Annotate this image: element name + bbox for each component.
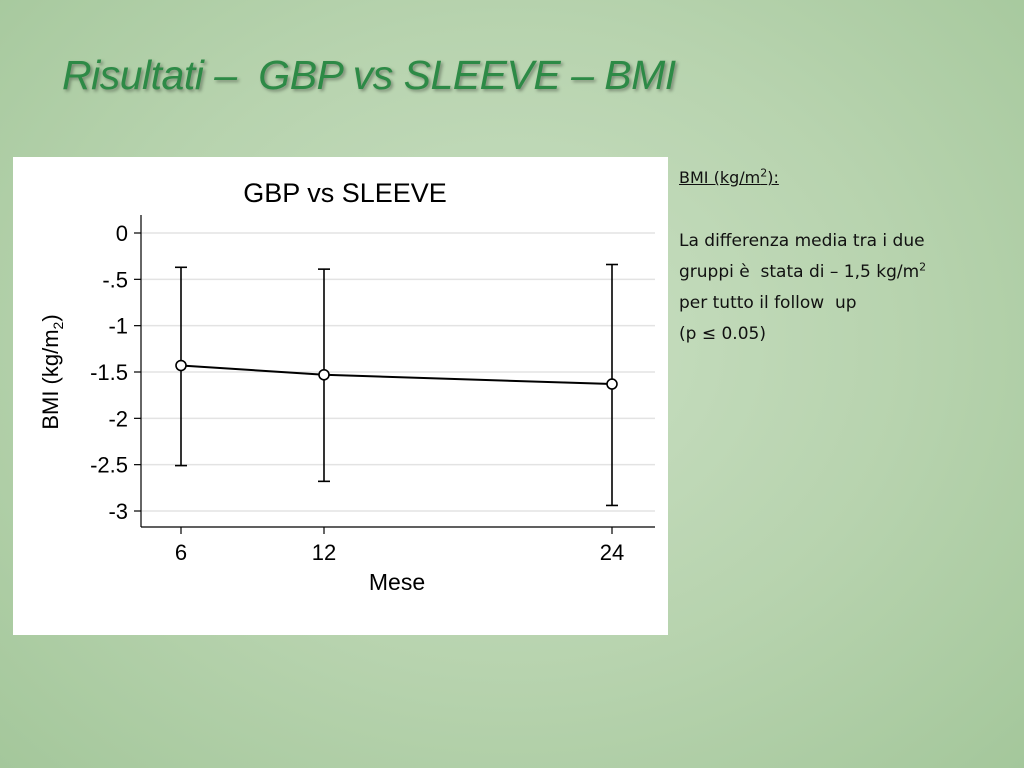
x-tick-label: 12	[312, 540, 336, 565]
series-line	[180, 364, 613, 386]
mean-line	[180, 364, 613, 386]
x-tick-label: 6	[175, 540, 187, 565]
x-ticks: 6 12 24	[175, 527, 624, 565]
y-tick-label: -2	[108, 406, 128, 431]
summary-body: La differenza media tra i due gruppi è s…	[679, 226, 1009, 350]
y-ticks: 0 -.5 -1 -1.5 -2 -2.5 -3	[90, 221, 141, 524]
y-tick-label: -3	[108, 499, 128, 524]
y-tick-label: -1	[108, 314, 128, 339]
y-axis-label-sub: 2	[50, 321, 66, 329]
y-tick-label: -.5	[102, 267, 128, 292]
axes	[140, 215, 655, 528]
y-tick-label: 0	[116, 221, 128, 246]
x-axis-label: Mese	[369, 569, 425, 595]
results-summary: BMI (kg/m2): La differenza media tra i d…	[679, 166, 1009, 350]
summary-heading-sup: 2	[760, 166, 768, 180]
slide-title: Risultati – GBP vs SLEEVE – BMI	[62, 52, 676, 98]
error-bars	[175, 263, 618, 507]
summary-heading-text: BMI (kg/m	[679, 168, 761, 187]
y-tick-label: -2.5	[90, 453, 128, 478]
data-point	[318, 368, 330, 381]
data-point	[175, 359, 187, 372]
summary-line-4: (p ≤ 0.05)	[679, 324, 766, 344]
summary-line-2-sup: 2	[919, 260, 927, 274]
grid-lines	[141, 232, 655, 512]
y-axis-label-suffix: )	[38, 314, 63, 321]
x-tick-label: 24	[600, 540, 624, 565]
data-point	[606, 378, 618, 390]
summary-heading: BMI (kg/m2):	[679, 166, 1009, 190]
summary-line-1: La differenza media tra i due	[679, 231, 925, 251]
data-points	[175, 359, 618, 390]
summary-line-2-text: gruppi è stata di – 1,5 kg/m	[679, 262, 920, 282]
chart-panel: GBP vs SLEEVE 0 -.5 -1 -1.5 -2 -2.5 -3 6 12 24 M…	[13, 157, 668, 635]
y-axis-label: BMI (kg/m2)	[38, 314, 66, 429]
y-tick-label: -1.5	[90, 360, 128, 385]
chart-title: GBP vs SLEEVE	[243, 178, 447, 208]
summary-heading-suffix: ):	[767, 168, 779, 187]
y-axis-label-text: BMI (kg/m	[38, 329, 63, 429]
summary-line-3: per tutto il follow up	[679, 293, 857, 313]
bmi-chart: GBP vs SLEEVE 0 -.5 -1 -1.5 -2 -2.5 -3 6 12 24 M…	[38, 178, 655, 595]
summary-line-2: gruppi è stata di – 1,5 kg/m2	[679, 257, 1009, 288]
